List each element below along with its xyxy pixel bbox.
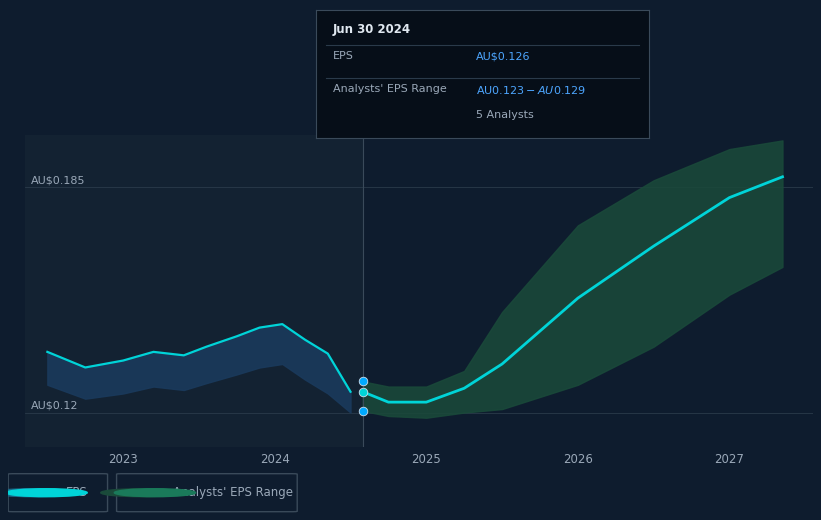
Text: EPS: EPS: [333, 51, 354, 61]
Text: AU$0.123 - AU$0.129: AU$0.123 - AU$0.129: [475, 84, 585, 96]
Bar: [25, 135, 363, 447]
Circle shape: [114, 489, 195, 497]
Text: Actual: Actual: [322, 125, 356, 135]
FancyBboxPatch shape: [117, 474, 297, 512]
Circle shape: [6, 489, 87, 497]
Text: Analysts' EPS Range: Analysts' EPS Range: [333, 84, 447, 94]
Point: [356, 377, 369, 385]
Text: Analysts' EPS Range: Analysts' EPS Range: [173, 486, 293, 499]
FancyBboxPatch shape: [8, 474, 108, 512]
Text: AU$0.126: AU$0.126: [475, 51, 530, 61]
Text: EPS: EPS: [66, 486, 88, 499]
Text: AU$0.12: AU$0.12: [30, 401, 78, 411]
Text: Analysts Forecasts: Analysts Forecasts: [369, 125, 472, 135]
Point: [356, 407, 369, 415]
Text: Jun 30 2024: Jun 30 2024: [333, 23, 410, 36]
Point: [356, 387, 369, 396]
Text: AU$0.185: AU$0.185: [30, 175, 85, 186]
Circle shape: [101, 489, 182, 497]
Text: 5 Analysts: 5 Analysts: [475, 110, 534, 120]
Circle shape: [0, 489, 74, 497]
